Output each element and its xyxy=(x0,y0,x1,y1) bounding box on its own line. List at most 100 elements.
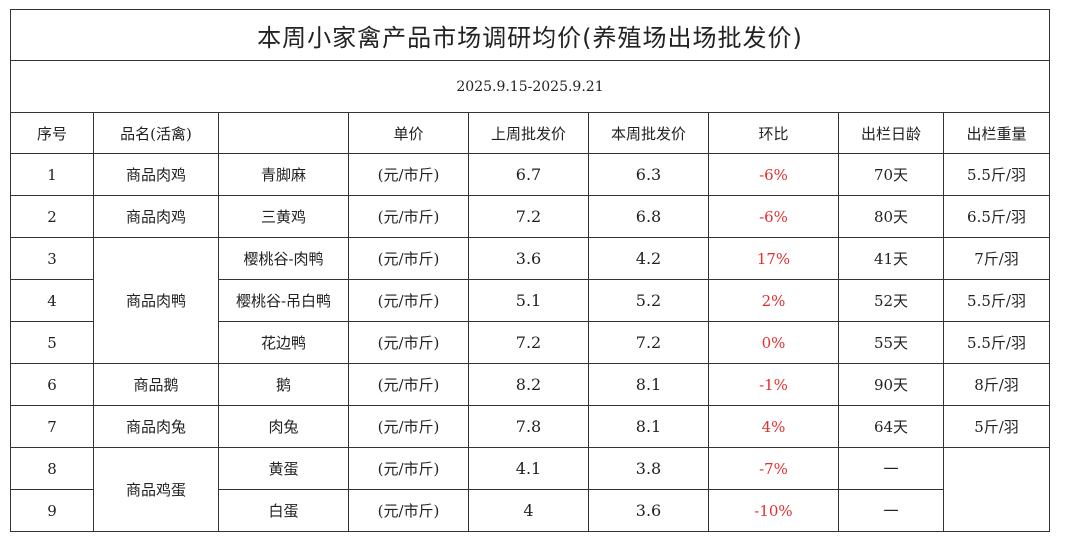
cell-variety: 鹅 xyxy=(218,363,349,406)
cell-age: 80天 xyxy=(838,195,944,238)
cell-index: 1 xyxy=(10,153,94,196)
cell-age: 70天 xyxy=(838,153,944,196)
cell-this-week: 3.6 xyxy=(588,489,709,532)
cell-variety: 樱桃谷-肉鸭 xyxy=(218,237,349,280)
cell-last-week: 7.2 xyxy=(468,195,589,238)
table-row: 6 商品鹅 鹅 (元/市斤) 8.2 8.1 -1% 90天 8斤/羽 xyxy=(10,363,1050,406)
cell-change: -1% xyxy=(708,363,839,406)
cell-last-week: 6.7 xyxy=(468,153,589,196)
header-change: 环比 xyxy=(708,112,839,154)
header-this-week: 本周批发价 xyxy=(588,112,709,154)
cell-change: 17% xyxy=(708,237,839,280)
cell-last-week: 3.6 xyxy=(468,237,589,280)
cell-this-week: 8.1 xyxy=(588,405,709,448)
cell-this-week: 3.8 xyxy=(588,447,709,490)
cell-group: 商品鹅 xyxy=(93,363,219,406)
cell-this-week: 5.2 xyxy=(588,279,709,322)
header-last-week: 上周批发价 xyxy=(468,112,589,154)
cell-age: 一 xyxy=(838,447,944,490)
cell-change: 0% xyxy=(708,321,839,364)
cell-weight: 7斤/羽 xyxy=(943,237,1050,280)
header-age: 出栏日龄 xyxy=(838,112,944,154)
header-weight: 出栏重量 xyxy=(943,112,1050,154)
cell-unit: (元/市斤) xyxy=(348,195,469,238)
cell-change: -6% xyxy=(708,195,839,238)
cell-unit: (元/市斤) xyxy=(348,279,469,322)
cell-weight: 5.5斤/羽 xyxy=(943,321,1050,364)
cell-change: 4% xyxy=(708,405,839,448)
cell-group: 商品肉鸭 xyxy=(93,237,219,364)
cell-this-week: 4.2 xyxy=(588,237,709,280)
cell-this-week: 8.1 xyxy=(588,363,709,406)
price-table-container: 本周小家禽产品市场调研均价(养殖场出场批发价) 2025.9.15-2025.9… xyxy=(10,9,1050,532)
cell-change: -7% xyxy=(708,447,839,490)
cell-age: 64天 xyxy=(838,405,944,448)
cell-group: 商品鸡蛋 xyxy=(93,447,219,532)
cell-index: 7 xyxy=(10,405,94,448)
cell-variety: 花边鸭 xyxy=(218,321,349,364)
cell-change: 2% xyxy=(708,279,839,322)
table-row: 4 樱桃谷-吊白鸭 (元/市斤) 5.1 5.2 2% 52天 5.5斤/羽 xyxy=(10,279,1050,322)
cell-group: 商品肉鸡 xyxy=(93,153,219,196)
cell-unit: (元/市斤) xyxy=(348,363,469,406)
table-row: 5 花边鸭 (元/市斤) 7.2 7.2 0% 55天 5.5斤/羽 xyxy=(10,321,1050,364)
table-title: 本周小家禽产品市场调研均价(养殖场出场批发价) xyxy=(10,9,1050,61)
cell-variety: 樱桃谷-吊白鸭 xyxy=(218,279,349,322)
cell-variety: 肉兔 xyxy=(218,405,349,448)
cell-age: 90天 xyxy=(838,363,944,406)
cell-index: 8 xyxy=(10,447,94,490)
cell-variety: 青脚麻 xyxy=(218,153,349,196)
table-row: 3 商品肉鸭 樱桃谷-肉鸭 (元/市斤) 3.6 4.2 17% 41天 7斤/… xyxy=(10,237,1050,364)
cell-change: -6% xyxy=(708,153,839,196)
cell-index: 2 xyxy=(10,195,94,238)
cell-weight: 5.5斤/羽 xyxy=(943,153,1050,196)
cell-unit: (元/市斤) xyxy=(348,405,469,448)
cell-variety: 白蛋 xyxy=(218,489,349,532)
cell-weight: 6.5斤/羽 xyxy=(943,195,1050,238)
cell-last-week: 8.2 xyxy=(468,363,589,406)
cell-index: 5 xyxy=(10,321,94,364)
cell-unit: (元/市斤) xyxy=(348,447,469,490)
cell-variety: 黄蛋 xyxy=(218,447,349,490)
price-table: 本周小家禽产品市场调研均价(养殖场出场批发价) 2025.9.15-2025.9… xyxy=(10,9,1050,532)
cell-variety: 三黄鸡 xyxy=(218,195,349,238)
cell-this-week: 6.3 xyxy=(588,153,709,196)
cell-age: 一 xyxy=(838,489,944,532)
cell-last-week: 7.2 xyxy=(468,321,589,364)
cell-this-week: 6.8 xyxy=(588,195,709,238)
cell-unit: (元/市斤) xyxy=(348,321,469,364)
cell-unit: (元/市斤) xyxy=(348,237,469,280)
cell-age: 55天 xyxy=(838,321,944,364)
cell-weight: 5.5斤/羽 xyxy=(943,279,1050,322)
header-unit: 单价 xyxy=(348,112,469,154)
cell-group: 商品肉鸡 xyxy=(93,195,219,238)
header-row: 序号 品名(活禽) 单价 上周批发价 本周批发价 环比 出栏日龄 出栏重量 xyxy=(10,112,1050,154)
table-row: 9 白蛋 (元/市斤) 4 3.6 -10% 一 xyxy=(10,489,1050,532)
table-row: 2 商品肉鸡 三黄鸡 (元/市斤) 7.2 6.8 -6% 80天 6.5斤/羽 xyxy=(10,195,1050,238)
cell-weight xyxy=(943,447,1050,532)
cell-age: 52天 xyxy=(838,279,944,322)
cell-index: 3 xyxy=(10,237,94,280)
cell-unit: (元/市斤) xyxy=(348,153,469,196)
header-variety xyxy=(218,112,349,154)
cell-change: -10% xyxy=(708,489,839,532)
cell-age: 41天 xyxy=(838,237,944,280)
header-name: 品名(活禽) xyxy=(93,112,219,154)
cell-index: 9 xyxy=(10,489,94,532)
cell-unit: (元/市斤) xyxy=(348,489,469,532)
cell-index: 6 xyxy=(10,363,94,406)
table-row: 7 商品肉兔 肉兔 (元/市斤) 7.8 8.1 4% 64天 5斤/羽 xyxy=(10,405,1050,448)
cell-last-week: 4 xyxy=(468,489,589,532)
cell-index: 4 xyxy=(10,279,94,322)
cell-group: 商品肉兔 xyxy=(93,405,219,448)
cell-weight: 8斤/羽 xyxy=(943,363,1050,406)
cell-last-week: 4.1 xyxy=(468,447,589,490)
cell-weight: 5斤/羽 xyxy=(943,405,1050,448)
table-row: 1 商品肉鸡 青脚麻 (元/市斤) 6.7 6.3 -6% 70天 5.5斤/羽 xyxy=(10,153,1050,196)
cell-this-week: 7.2 xyxy=(588,321,709,364)
table-row: 8 商品鸡蛋 黄蛋 (元/市斤) 4.1 3.8 -7% 一 xyxy=(10,447,1050,532)
cell-last-week: 7.8 xyxy=(468,405,589,448)
cell-last-week: 5.1 xyxy=(468,279,589,322)
header-index: 序号 xyxy=(10,112,94,154)
date-range: 2025.9.15-2025.9.21 xyxy=(10,60,1050,113)
